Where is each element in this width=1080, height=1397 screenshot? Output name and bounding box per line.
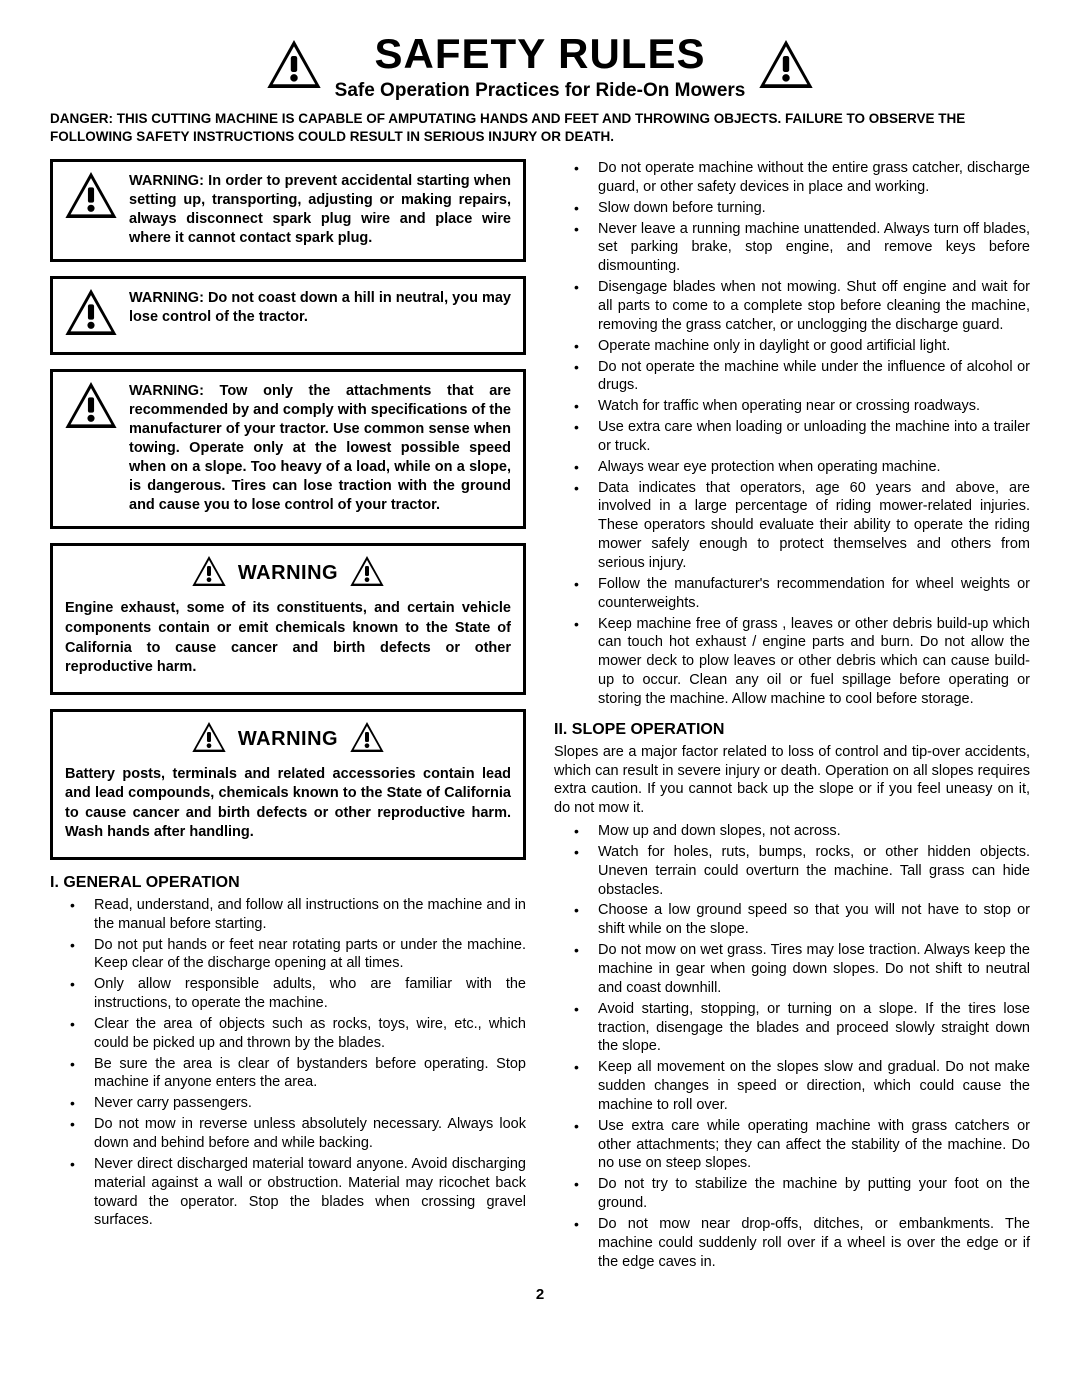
warning-triangle-icon xyxy=(65,172,117,223)
warning-heading: WARNING xyxy=(238,562,338,585)
list-item: Do not operate machine without the entir… xyxy=(554,159,1030,197)
warning-text: WARNING: Do not coast down a hill in neu… xyxy=(129,289,511,327)
warning-heading-row: WARNING xyxy=(65,556,511,591)
warning-triangle-icon xyxy=(759,40,813,93)
warning-triangle-icon xyxy=(192,556,226,591)
warning-heading-row: WARNING xyxy=(65,722,511,757)
right-column: Do not operate machine without the entir… xyxy=(554,159,1030,1273)
two-column-layout: WARNING: In order to prevent accidental … xyxy=(50,159,1030,1273)
warning-box-battery: WARNING Battery posts, terminals and rel… xyxy=(50,709,526,860)
list-item: Operate machine only in daylight or good… xyxy=(554,337,1030,356)
slope-operation-list: Mow up and down slopes, not across. Watch… xyxy=(554,822,1030,1271)
warning-box-towing: WARNING: Tow only the attachments that a… xyxy=(50,369,526,529)
page-header: SAFETY RULES Safe Operation Practices fo… xyxy=(50,30,1030,102)
list-item: Keep machine free of grass , leaves or o… xyxy=(554,615,1030,709)
warning-body: Battery posts, terminals and related acc… xyxy=(65,765,511,843)
title-block: SAFETY RULES Safe Operation Practices fo… xyxy=(335,30,746,102)
list-item: Slow down before turning. xyxy=(554,199,1030,218)
subtitle: Safe Operation Practices for Ride-On Mow… xyxy=(335,80,746,102)
list-item: Follow the manufacturer's recommendation… xyxy=(554,575,1030,613)
list-item: Use extra care while operating machine w… xyxy=(554,1117,1030,1174)
list-item: Use extra care when loading or unloading… xyxy=(554,418,1030,456)
list-item: Be sure the area is clear of bystanders … xyxy=(50,1055,526,1093)
list-item: Clear the area of objects such as rocks,… xyxy=(50,1015,526,1053)
warning-box-coast-hill: WARNING: Do not coast down a hill in neu… xyxy=(50,276,526,355)
list-item: Keep all movement on the slopes slow and… xyxy=(554,1058,1030,1115)
list-item: Do not mow near drop-offs, ditches, or e… xyxy=(554,1215,1030,1272)
warning-body: Engine exhaust, some of its constituents… xyxy=(65,599,511,677)
page-number: 2 xyxy=(50,1286,1030,1303)
list-item: Avoid starting, stopping, or turning on … xyxy=(554,1000,1030,1057)
general-operation-list: Read, understand, and follow all instruc… xyxy=(50,896,526,1230)
list-item: Do not operate the machine while under t… xyxy=(554,358,1030,396)
warning-text: WARNING: In order to prevent accidental … xyxy=(129,172,511,247)
section-heading-general: I. GENERAL OPERATION xyxy=(50,874,526,892)
list-item: Do not mow on wet grass. Tires may lose … xyxy=(554,941,1030,998)
warning-triangle-icon xyxy=(192,722,226,757)
warning-text: WARNING: Tow only the attachments that a… xyxy=(129,382,511,514)
list-item: Data indicates that operators, age 60 ye… xyxy=(554,479,1030,573)
list-item: Do not try to stabilize the machine by p… xyxy=(554,1175,1030,1213)
list-item: Always wear eye protection when operatin… xyxy=(554,458,1030,477)
list-item: Watch for traffic when operating near or… xyxy=(554,397,1030,416)
list-item: Never carry passengers. xyxy=(50,1094,526,1113)
general-operation-list-cont: Do not operate machine without the entir… xyxy=(554,159,1030,709)
list-item: Mow up and down slopes, not across. xyxy=(554,822,1030,841)
warning-triangle-icon xyxy=(65,289,117,340)
list-item: Read, understand, and follow all instruc… xyxy=(50,896,526,934)
section-heading-slope: II. SLOPE OPERATION xyxy=(554,721,1030,739)
list-item: Only allow responsible adults, who are f… xyxy=(50,975,526,1013)
list-item: Watch for holes, ruts, bumps, rocks, or … xyxy=(554,843,1030,900)
warning-triangle-icon xyxy=(350,722,384,757)
list-item: Never leave a running machine unattended… xyxy=(554,220,1030,277)
warning-heading: WARNING xyxy=(238,728,338,751)
warning-box-exhaust: WARNING Engine exhaust, some of its cons… xyxy=(50,543,526,694)
slope-intro: Slopes are a major factor related to los… xyxy=(554,743,1030,818)
list-item: Do not mow in reverse unless absolutely … xyxy=(50,1115,526,1153)
title-row: SAFETY RULES Safe Operation Practices fo… xyxy=(50,30,1030,102)
warning-box-spark-plug: WARNING: In order to prevent accidental … xyxy=(50,159,526,262)
warning-triangle-icon xyxy=(350,556,384,591)
left-column: WARNING: In order to prevent accidental … xyxy=(50,159,526,1273)
list-item: Do not put hands or feet near rotating p… xyxy=(50,936,526,974)
warning-triangle-icon xyxy=(65,382,117,433)
list-item: Never direct discharged material toward … xyxy=(50,1155,526,1230)
list-item: Disengage blades when not mowing. Shut o… xyxy=(554,278,1030,335)
list-item: Choose a low ground speed so that you wi… xyxy=(554,901,1030,939)
warning-triangle-icon xyxy=(267,40,321,93)
danger-statement: DANGER: THIS CUTTING MACHINE IS CAPABLE … xyxy=(50,110,1030,145)
main-title: SAFETY RULES xyxy=(335,30,746,78)
